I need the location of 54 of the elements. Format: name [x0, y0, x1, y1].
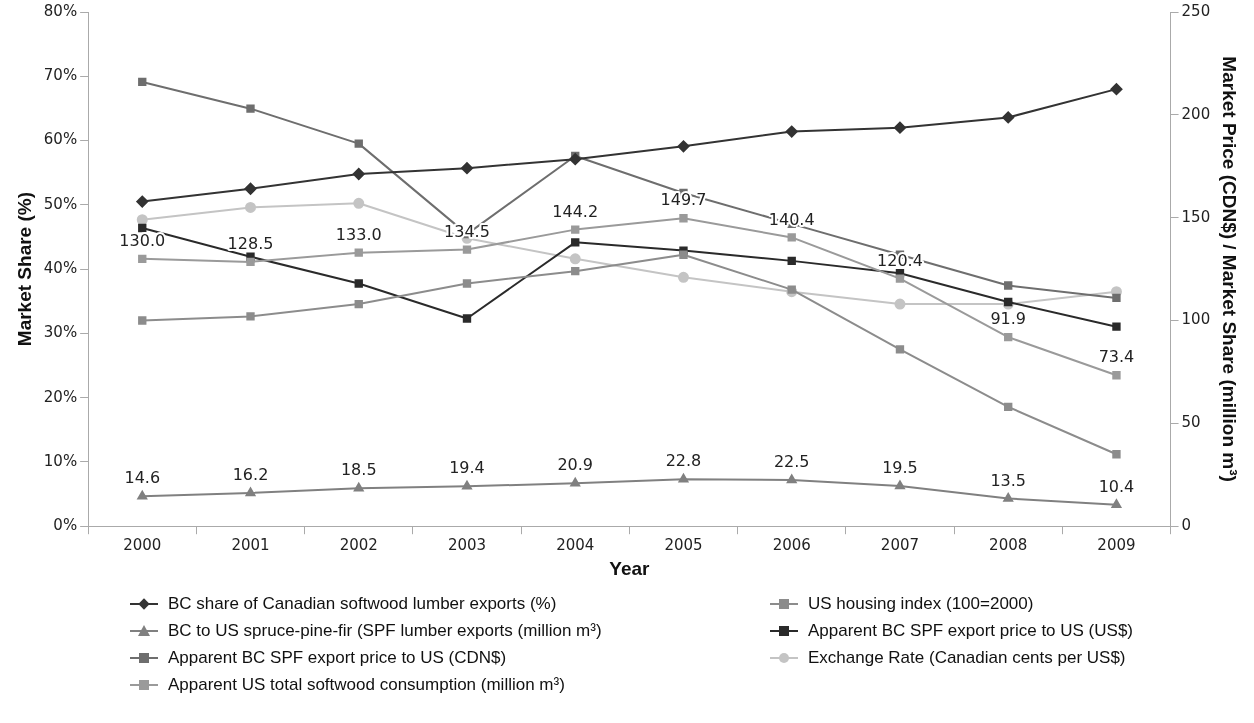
- y-tick-label: 60%: [43, 130, 78, 149]
- x-axis-title: Year: [609, 557, 651, 579]
- data-label: 73.4: [1098, 347, 1135, 367]
- data-label: 13.5: [990, 470, 1027, 490]
- legend-label: US housing index (100=2000): [808, 593, 1034, 614]
- data-label: 22.5: [773, 452, 810, 472]
- data-label: 14.6: [124, 468, 161, 488]
- x-tick-label: 2003: [447, 536, 487, 555]
- data-label: 19.5: [882, 458, 918, 478]
- x-tick-label: 2002: [339, 536, 378, 555]
- legend-label: Exchange Rate (Canadian cents per US$): [808, 647, 1126, 668]
- y-tick-label: 10%: [43, 451, 78, 470]
- y2-tick-label: 50: [1181, 413, 1201, 432]
- y-tick-label: 70%: [43, 66, 78, 85]
- data-label: 144.2: [552, 201, 599, 221]
- y-tick-label: 30%: [43, 323, 78, 342]
- data-label: 19.4: [449, 458, 485, 478]
- y-tick-label: 80%: [43, 1, 78, 20]
- data-label: 128.5: [227, 234, 274, 254]
- data-label: 91.9: [990, 309, 1027, 329]
- y-tick-label: 0%: [53, 516, 78, 535]
- data-label: 18.5: [340, 460, 377, 480]
- data-label: 133.0: [335, 224, 382, 244]
- y-axis-title: Market Share (%): [13, 192, 35, 347]
- y-tick-label: 50%: [43, 194, 78, 213]
- data-label: 20.9: [557, 455, 594, 475]
- data-label: 120.4: [877, 250, 923, 270]
- legend-label: Apparent BC SPF export price to US (US$): [808, 620, 1134, 641]
- y2-tick-label: 150: [1181, 207, 1211, 226]
- legend-label: BC to US spruce-pine-fir (SPF lumber exports (million m³): [168, 620, 602, 641]
- x-tick-label: 2005: [664, 536, 703, 555]
- data-label: 140.4: [768, 209, 815, 229]
- data-label: 16.2: [232, 465, 269, 485]
- legend-label: BC share of Canadian softwood lumber exports (%): [168, 593, 557, 614]
- y2-tick-label: 100: [1181, 310, 1211, 329]
- data-label: 22.8: [665, 451, 702, 471]
- data-label: 130.0: [119, 230, 166, 250]
- x-tick-label: 2000: [123, 536, 162, 555]
- data-label: 10.4: [1098, 476, 1135, 496]
- x-tick-label: 2007: [880, 536, 920, 555]
- y2-tick-label: 200: [1181, 104, 1211, 123]
- y2-tick-label: 0: [1181, 516, 1192, 535]
- y-tick-label: 20%: [43, 387, 78, 406]
- x-tick-label: 2009: [1097, 536, 1136, 555]
- y-tick-label: 40%: [43, 258, 78, 277]
- y2-tick-label: 250: [1181, 1, 1211, 20]
- x-tick-label: 2004: [556, 536, 595, 555]
- data-label: 149.7: [660, 190, 707, 210]
- y2-axis-title: Market Price (CDN$) / Market Share (million m³): [1219, 56, 1241, 482]
- x-tick-label: 2008: [989, 536, 1028, 555]
- x-tick-label: 2006: [772, 536, 811, 555]
- legend-label: Apparent BC SPF export price to US (CDN$): [168, 647, 507, 668]
- legend-label: Apparent US total softwood consumption (million m³): [168, 674, 565, 695]
- x-tick-label: 2001: [231, 536, 270, 555]
